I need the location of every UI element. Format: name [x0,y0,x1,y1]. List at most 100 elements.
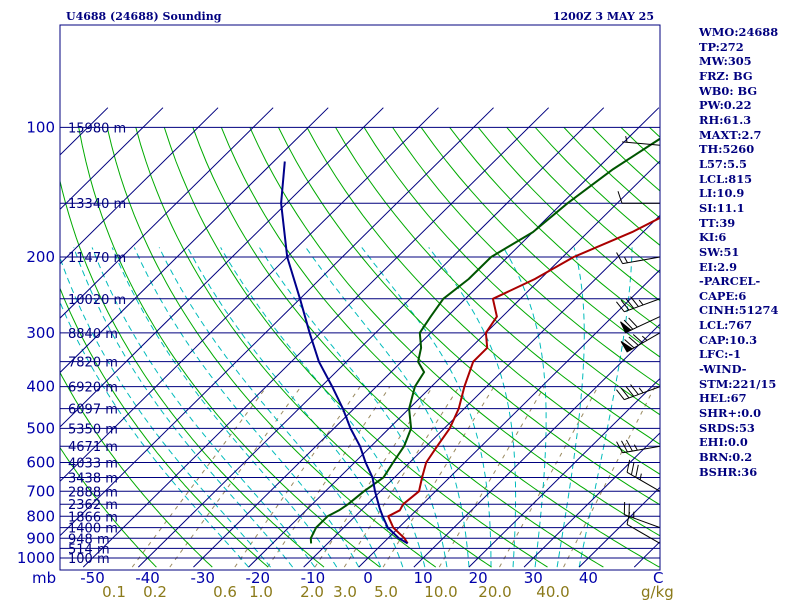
index-item: BRN:0.2 [699,450,753,465]
pressure-tick-label: 700 [26,482,55,500]
dry-adiabat [60,287,269,568]
pressure-tick-label: 200 [26,248,55,266]
wind-barb [620,332,661,353]
sounding-traces [280,137,660,545]
index-item: LFC:-1 [699,347,742,362]
moist-adiabat [305,247,470,568]
dry-adiabat [420,127,660,358]
wind-barb [616,439,661,454]
pressure-tick-label: 300 [26,324,55,342]
isotherm-line [60,107,384,428]
isotherm-line [138,107,605,568]
mixing-ratio-tick-label: 5.0 [374,583,398,600]
index-item: TH:5260 [699,142,755,157]
moist-adiabat [187,247,404,568]
index-item: FRZ: BG [699,68,753,83]
height-label: 11470 m [68,251,126,266]
moist-adiabat [60,300,249,568]
index-item: PW:0.22 [699,98,752,113]
height-label: 10020 m [68,293,126,308]
height-label: 1400 m [68,522,118,537]
index-item: SW:51 [699,244,740,259]
dry-adiabat [60,178,325,568]
dry-adiabat [249,127,660,537]
mixing-ratio-line [234,386,361,568]
moist-adiabats [60,247,633,568]
isobars [60,126,660,559]
temperature-tick-label: 10 [414,569,433,587]
moist-adiabat [258,247,448,568]
index-item: EHI:0.0 [699,435,748,450]
wind-barbs [616,136,661,544]
plot-frame [59,24,661,571]
height-label: 6920 m [68,381,118,396]
index-item: KI:6 [699,230,727,245]
mixing-ratio-tick-label: 40.0 [536,583,569,600]
mixing-ratio-tick-label: 0.6 [213,583,237,600]
dry-adiabat [192,127,604,568]
moist-adiabat [361,247,492,568]
index-item: BSHR:36 [699,464,758,479]
mixing-ratio-tick-label: 3.0 [333,583,357,600]
pressure-tick-label: 800 [26,507,55,525]
height-label: 7820 m [68,356,118,371]
mixing-ratio-tick-label: 0.1 [102,583,126,600]
moist-adiabat [158,247,382,568]
isotherm-line [248,160,660,568]
temperature-unit-label: C [653,569,663,587]
height-labels: 15980 m 13340 m 11470 m 10020 m 8840 m 7820 m… [68,121,126,567]
moist-adiabat [73,247,294,568]
moist-adiabat [60,256,271,568]
pressure-tick-label: 500 [26,419,55,437]
isotherm-line [193,107,660,568]
index-item: L57:5.5 [699,156,747,171]
parcel-trace [280,161,409,545]
background-grid [60,107,660,568]
isotherm-line [60,107,329,374]
mixing-ratio-tick-label: 20.0 [478,583,511,600]
height-label: 1866 m [68,510,118,525]
index-item: SI:11.1 [699,200,745,215]
temperature-tick-label: 40 [579,569,598,587]
height-label: 3438 m [68,471,118,486]
temperature-tick-label: -50 [80,569,105,587]
height-label: 5350 m [68,422,118,437]
wind-barb [617,191,660,204]
station-title: U4688 (24688) Sounding [66,10,222,23]
index-item: LCL:815 [699,171,753,186]
index-item: LI:10.9 [699,186,745,201]
sounding-time: 1200Z 3 MAY 25 [553,10,654,23]
index-item: -WIND- [699,362,747,377]
height-label: 948 m [68,532,110,547]
moist-adiabat [91,247,316,568]
pressure-tick-label: 1000 [17,549,55,567]
index-item: CAPE:6 [699,288,747,303]
moist-adiabat [556,247,585,568]
dry-adiabat [335,127,660,445]
isotherm-line [60,107,219,265]
wind-barb [616,296,661,313]
temperature-tick-label: 30 [524,569,543,587]
height-label: 8840 m [68,327,118,342]
pressure-tick-label: 900 [26,529,55,547]
mixing-ratio-tick-label: 2.0 [300,583,324,600]
moist-adiabat [578,247,633,568]
wind-barb [616,384,661,401]
index-item: TP:272 [699,39,744,54]
height-label: 100 m [68,552,110,567]
index-item: CAP:10.3 [699,332,758,347]
dry-adiabat [106,127,437,568]
dry-adiabat [363,127,660,416]
temperature-tick-label: 20 [469,569,488,587]
mixing-ratio-unit-label: g/kg [641,583,674,600]
isotherm-line [60,107,274,319]
mixing-ratio-line [499,386,599,568]
isotherms [60,107,660,568]
index-item: STM:221/15 [699,376,777,391]
isotherm-line [60,107,164,211]
pressure-labels: 100 200 300 400 500 600 700 800 900 1000 [17,118,55,567]
wind-barb [620,316,661,334]
isotherm-line [523,432,660,568]
index-item: WMO:24688 [699,25,779,39]
height-label: 4033 m [68,456,118,471]
